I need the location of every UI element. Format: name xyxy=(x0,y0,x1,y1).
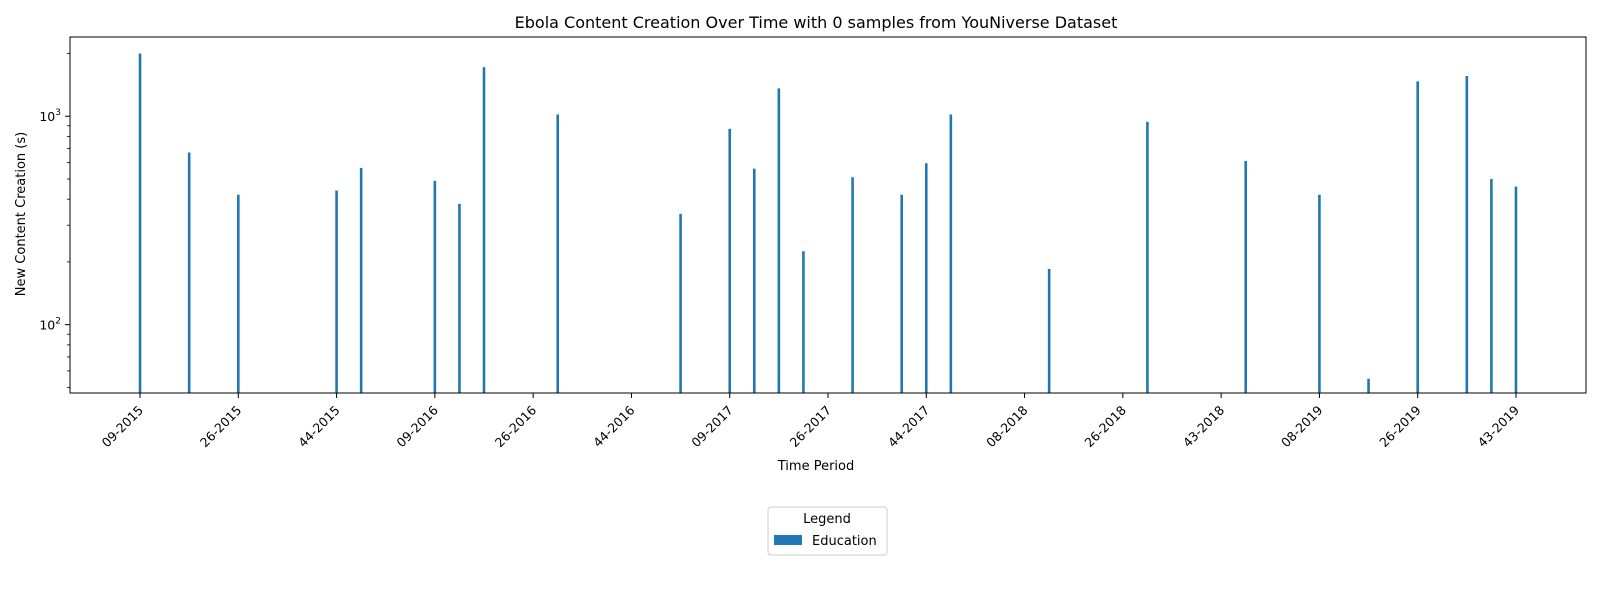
bar-9 xyxy=(679,213,682,393)
bar-13 xyxy=(802,251,805,393)
x-tick-label: 09-2017 xyxy=(688,403,736,451)
bar-22 xyxy=(1367,378,1370,393)
bar-10 xyxy=(728,128,732,393)
bar-21 xyxy=(1318,194,1321,393)
bar-6 xyxy=(458,203,461,393)
bar-7 xyxy=(482,67,486,394)
y-tick-base: 10 xyxy=(39,318,55,333)
bar-8 xyxy=(556,114,560,393)
bar-23 xyxy=(1416,81,1419,394)
y-tick-exponent: 3 xyxy=(55,108,61,118)
bar-18 xyxy=(1047,268,1051,393)
bar-0 xyxy=(138,53,142,393)
x-tick-label: 26-2017 xyxy=(787,403,835,451)
x-tick-label: 43-2018 xyxy=(1180,402,1228,450)
x-tick-label: 09-2016 xyxy=(393,402,441,450)
bar-15 xyxy=(900,194,904,393)
bar-11 xyxy=(752,168,756,393)
bar-16 xyxy=(924,163,928,393)
x-tick-label: 44-2017 xyxy=(885,403,933,451)
bar-4 xyxy=(359,167,363,393)
legend-title: Legend xyxy=(803,512,851,527)
y-tick-base: 10 xyxy=(39,109,55,124)
x-tick-label: 26-2015 xyxy=(197,403,245,451)
x-tick-label: 08-2019 xyxy=(1278,402,1326,450)
bar-19 xyxy=(1146,121,1149,393)
x-ticks-group: 09-2015 26-2015 44-2015 09-2016 26-2016 44-20… xyxy=(99,393,1523,451)
x-tick-label: 26-2018 xyxy=(1081,402,1129,450)
x-tick-label: 26-2016 xyxy=(492,402,540,450)
bar-12 xyxy=(777,88,781,393)
x-tick-label: 09-2015 xyxy=(99,403,147,451)
bar-5 xyxy=(433,180,437,393)
legend: Legend Education xyxy=(767,506,888,556)
bar-20 xyxy=(1244,160,1247,393)
bar-3 xyxy=(335,190,338,393)
bar-25 xyxy=(1490,178,1493,393)
x-tick-label: 43-2019 xyxy=(1475,402,1523,450)
legend-label-education: Education xyxy=(812,534,877,549)
y-axis-label: New Content Creation (s) xyxy=(14,132,29,296)
bar-1 xyxy=(187,152,191,393)
x-axis-label: Time Period xyxy=(777,459,854,474)
x-tick-label: 44-2015 xyxy=(295,403,343,451)
chart-title: Ebola Content Creation Over Time with 0 … xyxy=(515,13,1118,32)
x-tick-label: 44-2016 xyxy=(590,402,638,450)
y-tick-exponent: 2 xyxy=(55,317,61,327)
x-tick-label: 26-2019 xyxy=(1376,402,1424,450)
bar-24 xyxy=(1465,75,1469,394)
bar-17 xyxy=(949,114,953,393)
bar-14 xyxy=(851,177,854,393)
y-tick-label: 102 xyxy=(39,317,61,333)
x-tick-label: 08-2018 xyxy=(983,402,1031,450)
bars-group xyxy=(138,53,1518,394)
bar-26 xyxy=(1514,186,1518,393)
bar-2 xyxy=(237,194,240,393)
plot-frame xyxy=(69,36,1587,394)
y-tick-label: 103 xyxy=(39,108,61,124)
legend-swatch-education xyxy=(774,535,802,545)
